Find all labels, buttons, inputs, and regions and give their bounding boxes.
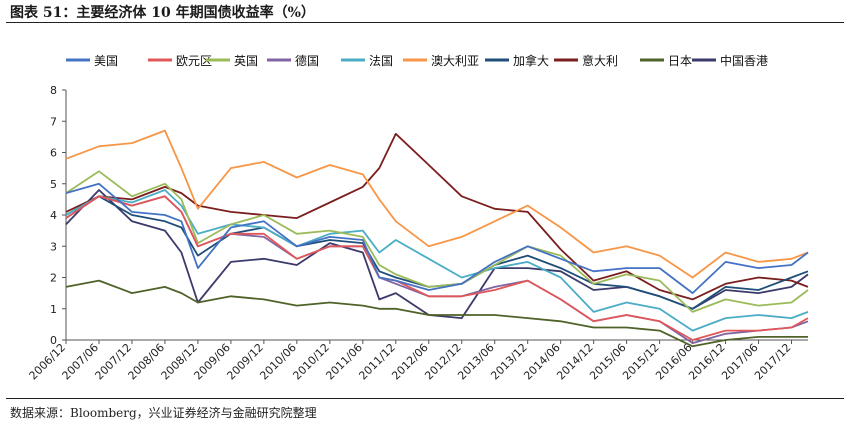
legend-label: 欧元区: [176, 54, 212, 68]
legend: 美国 欧元区 英国 德国 法国 澳大利亚 加拿大 意大利 日本 中国香港: [66, 53, 768, 68]
legend-label: 意大利: [582, 53, 618, 68]
axes: 0123456782006/122007/062007/122008/06200…: [27, 84, 808, 382]
y-tick-label: 1: [50, 303, 57, 316]
y-tick-label: 0: [50, 334, 57, 347]
legend-label: 法国: [369, 54, 393, 68]
y-tick-label: 8: [50, 84, 57, 97]
y-tick-label: 6: [50, 147, 57, 160]
series-line-美国: [65, 182, 809, 295]
legend-label: 日本: [668, 54, 692, 68]
series-line-法国: [65, 189, 809, 332]
title-divider: [6, 22, 844, 23]
y-tick-label: 2: [50, 272, 57, 285]
chart-title: 图表 51：主要经济体 10 年期国债收益率（%）: [10, 5, 315, 21]
legend-label: 澳大利亚: [431, 54, 479, 68]
series-line-日本: [65, 279, 808, 348]
series-line-德国: [65, 195, 809, 345]
y-tick-label: 7: [50, 115, 57, 128]
legend-label: 加拿大: [513, 53, 549, 68]
source-divider: [6, 398, 844, 399]
legend-label: 中国香港: [720, 53, 768, 68]
series-line-英国: [65, 170, 809, 313]
series-lines: [65, 129, 809, 348]
source-note: 数据来源：Bloomberg，兴业证券经济与金融研究院整理: [10, 406, 317, 420]
y-tick-label: 5: [50, 178, 57, 191]
series-line-澳大利亚: [65, 129, 809, 279]
series-line-欧元区: [65, 195, 809, 341]
legend-label: 英国: [234, 54, 258, 68]
y-tick-label: 3: [50, 240, 57, 253]
x-tick-label: 2017/12: [752, 341, 794, 383]
legend-label: 美国: [94, 54, 118, 68]
y-tick-label: 4: [50, 209, 57, 222]
series-line-意大利: [65, 132, 809, 301]
legend-label: 德国: [295, 53, 319, 68]
